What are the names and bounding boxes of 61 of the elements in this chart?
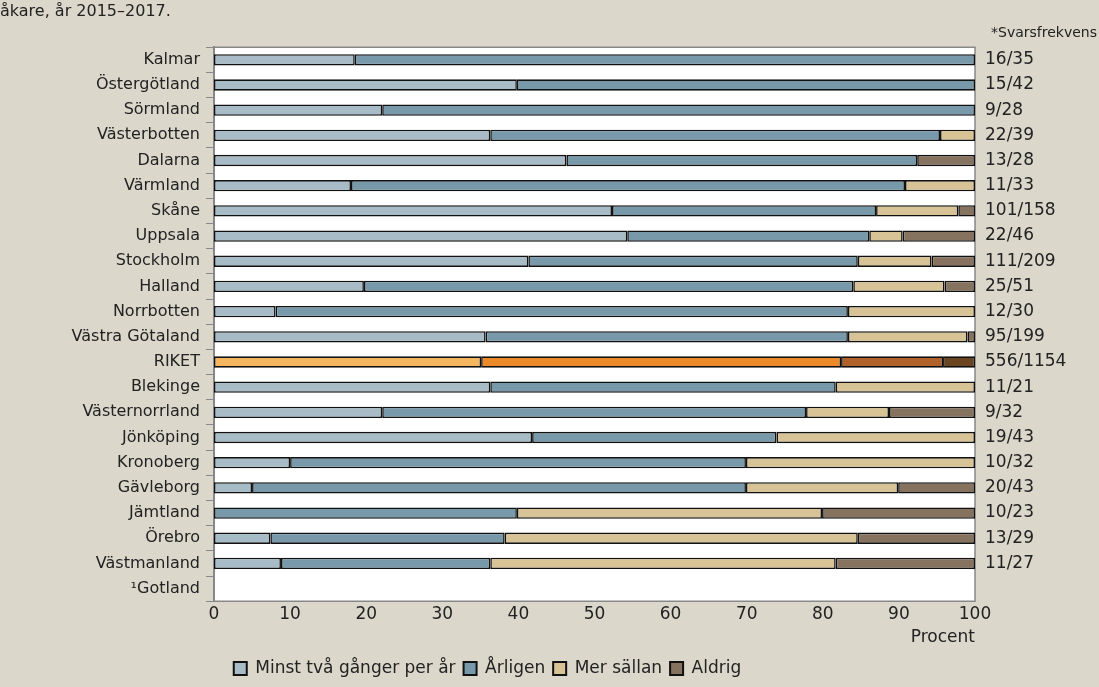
y-tick-label: Gävleborg (117, 477, 200, 497)
legend-label: Aldrig (691, 656, 742, 677)
text: 15/42 (985, 73, 1034, 94)
y-tick-label: Jämtland (128, 502, 200, 522)
y-tick-label: Västra Götaland (71, 325, 200, 345)
y-tick-label: Västmanland (95, 552, 200, 572)
legend-label: Mer sällan (574, 656, 663, 677)
text: 25/51 (985, 274, 1034, 295)
y-tick-label: Sörmland (123, 99, 200, 119)
text: 10/23 (985, 501, 1034, 522)
x-tick-label: 30 (431, 602, 454, 623)
text: *Svarsfrekvens (991, 23, 1097, 40)
x-tick-label: 90 (888, 602, 910, 623)
x-tick-label: 50 (583, 602, 606, 623)
y-tick-label: Stockholm (115, 250, 200, 270)
y-tick-label: Skåne (151, 200, 200, 220)
text: 9/28 (985, 98, 1024, 119)
x-tick-label: 100 (958, 602, 992, 623)
text: 11/33 (985, 174, 1034, 195)
y-tick-label: RIKET (153, 351, 201, 371)
text: 13/29 (985, 526, 1034, 547)
text: 19/43 (985, 425, 1034, 446)
x-tick-label: 20 (355, 602, 378, 623)
x-tick-label: 80 (811, 602, 834, 623)
text: 22/39 (985, 123, 1034, 144)
y-tick-label: Kronoberg (117, 451, 200, 471)
text: 20/43 (985, 476, 1034, 497)
y-tick-label: Norrbotten (112, 300, 200, 320)
x-tick-label: 40 (507, 602, 530, 623)
y-tick-label: Västernorrland (82, 401, 200, 421)
y-tick-label: Värmland (124, 174, 200, 194)
y-tick-label: Västerbotten (96, 124, 200, 144)
y-tick-label: Halland (139, 275, 200, 295)
y-tick-label: ¹Gotland (130, 577, 200, 597)
text: 13/28 (985, 148, 1034, 169)
text: åkare, år 2015–2017. (0, 0, 171, 20)
y-tick-label: Jönköping (120, 426, 200, 446)
text: 9/32 (985, 400, 1024, 421)
y-tick-label: Dalarna (137, 149, 200, 169)
x-tick-label: 70 (735, 602, 758, 623)
x-tick-label: 0 (208, 602, 220, 623)
y-tick-label: Uppsala (135, 225, 200, 245)
y-tick-label: Blekinge (130, 376, 200, 396)
legend-label: Minst två gånger per år (255, 656, 456, 677)
x-tick-label: 10 (279, 602, 301, 623)
y-tick-label: Östergötland (95, 74, 200, 94)
x-axis-title: Procent (910, 626, 976, 647)
y-tick-label: Kalmar (143, 48, 201, 68)
text: 95/199 (985, 325, 1045, 346)
text: 556/1154 (985, 350, 1067, 371)
text: 11/21 (985, 375, 1034, 396)
text: 10/32 (985, 451, 1034, 472)
text: 16/35 (985, 48, 1034, 69)
text: 101/158 (985, 199, 1056, 220)
x-tick-label: 60 (659, 602, 682, 623)
legend-label: Årligen (485, 655, 546, 677)
y-tick-label: Örebro (145, 527, 200, 547)
text: 22/46 (985, 224, 1034, 245)
text: 11/27 (985, 551, 1034, 572)
text: 111/209 (985, 249, 1056, 270)
text: 12/30 (985, 300, 1034, 321)
